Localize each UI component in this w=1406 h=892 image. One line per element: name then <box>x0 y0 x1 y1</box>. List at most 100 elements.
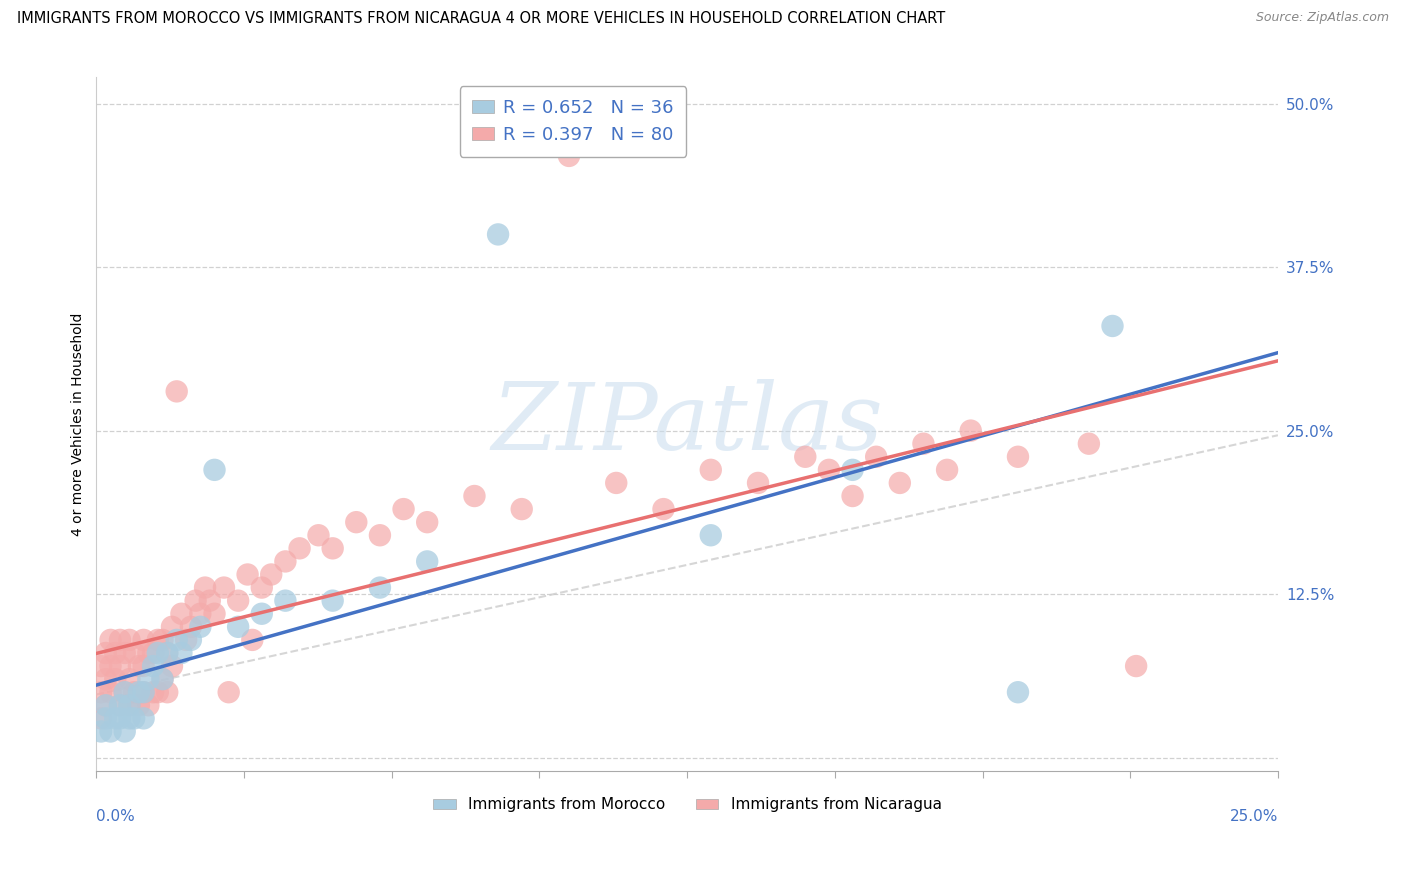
Point <box>114 646 136 660</box>
Point <box>128 698 150 713</box>
Point <box>108 698 131 713</box>
Y-axis label: 4 or more Vehicles in Household: 4 or more Vehicles in Household <box>72 312 86 536</box>
Point <box>274 593 297 607</box>
Point <box>100 685 122 699</box>
Point <box>138 672 160 686</box>
Point <box>198 593 221 607</box>
Point <box>156 685 179 699</box>
Point <box>322 541 344 556</box>
Point <box>132 685 155 699</box>
Point <box>274 554 297 568</box>
Point <box>108 711 131 725</box>
Point <box>122 685 145 699</box>
Point <box>368 528 391 542</box>
Point <box>156 646 179 660</box>
Point <box>94 698 117 713</box>
Point <box>166 632 188 647</box>
Point <box>132 659 155 673</box>
Point <box>122 646 145 660</box>
Point <box>104 711 127 725</box>
Point <box>236 567 259 582</box>
Point <box>118 632 141 647</box>
Point <box>250 607 273 621</box>
Point <box>104 646 127 660</box>
Point <box>90 711 112 725</box>
Point <box>90 659 112 673</box>
Point <box>160 620 183 634</box>
Point <box>204 607 226 621</box>
Point <box>146 646 169 660</box>
Point <box>416 515 439 529</box>
Point <box>138 698 160 713</box>
Point <box>142 646 165 660</box>
Point <box>104 672 127 686</box>
Legend: Immigrants from Morocco, Immigrants from Nicaragua: Immigrants from Morocco, Immigrants from… <box>426 791 948 819</box>
Point <box>416 554 439 568</box>
Point <box>1101 318 1123 333</box>
Point <box>152 632 174 647</box>
Point <box>114 685 136 699</box>
Point <box>605 475 627 490</box>
Point <box>142 685 165 699</box>
Point <box>936 463 959 477</box>
Point <box>146 685 169 699</box>
Point <box>132 685 155 699</box>
Point <box>510 502 533 516</box>
Point <box>108 659 131 673</box>
Point <box>132 632 155 647</box>
Point <box>700 528 723 542</box>
Point <box>486 227 509 242</box>
Point <box>100 724 122 739</box>
Point <box>118 672 141 686</box>
Point <box>1125 659 1147 673</box>
Text: Source: ZipAtlas.com: Source: ZipAtlas.com <box>1256 11 1389 24</box>
Point <box>308 528 330 542</box>
Point <box>94 711 117 725</box>
Point <box>114 724 136 739</box>
Point <box>94 646 117 660</box>
Point <box>889 475 911 490</box>
Point <box>138 646 160 660</box>
Point <box>90 724 112 739</box>
Point <box>94 672 117 686</box>
Point <box>166 384 188 399</box>
Point <box>747 475 769 490</box>
Point <box>100 659 122 673</box>
Point <box>204 463 226 477</box>
Point <box>392 502 415 516</box>
Point <box>463 489 485 503</box>
Point <box>194 581 217 595</box>
Point <box>146 632 169 647</box>
Point <box>180 620 202 634</box>
Point <box>174 632 197 647</box>
Point <box>794 450 817 464</box>
Point <box>188 607 211 621</box>
Text: ZIPatlas: ZIPatlas <box>491 379 883 469</box>
Point <box>226 593 249 607</box>
Point <box>108 632 131 647</box>
Point <box>652 502 675 516</box>
Point <box>288 541 311 556</box>
Point <box>128 685 150 699</box>
Point <box>959 424 981 438</box>
Point <box>322 593 344 607</box>
Point <box>128 659 150 673</box>
Text: 25.0%: 25.0% <box>1230 809 1278 824</box>
Point <box>118 698 141 713</box>
Point <box>700 463 723 477</box>
Point <box>160 659 183 673</box>
Point <box>100 632 122 647</box>
Point <box>108 698 131 713</box>
Point <box>250 581 273 595</box>
Point <box>118 711 141 725</box>
Point <box>818 463 841 477</box>
Point <box>558 149 581 163</box>
Point <box>344 515 367 529</box>
Point <box>90 685 112 699</box>
Point <box>865 450 887 464</box>
Point <box>260 567 283 582</box>
Point <box>240 632 263 647</box>
Point <box>841 489 863 503</box>
Point <box>1007 450 1029 464</box>
Point <box>122 711 145 725</box>
